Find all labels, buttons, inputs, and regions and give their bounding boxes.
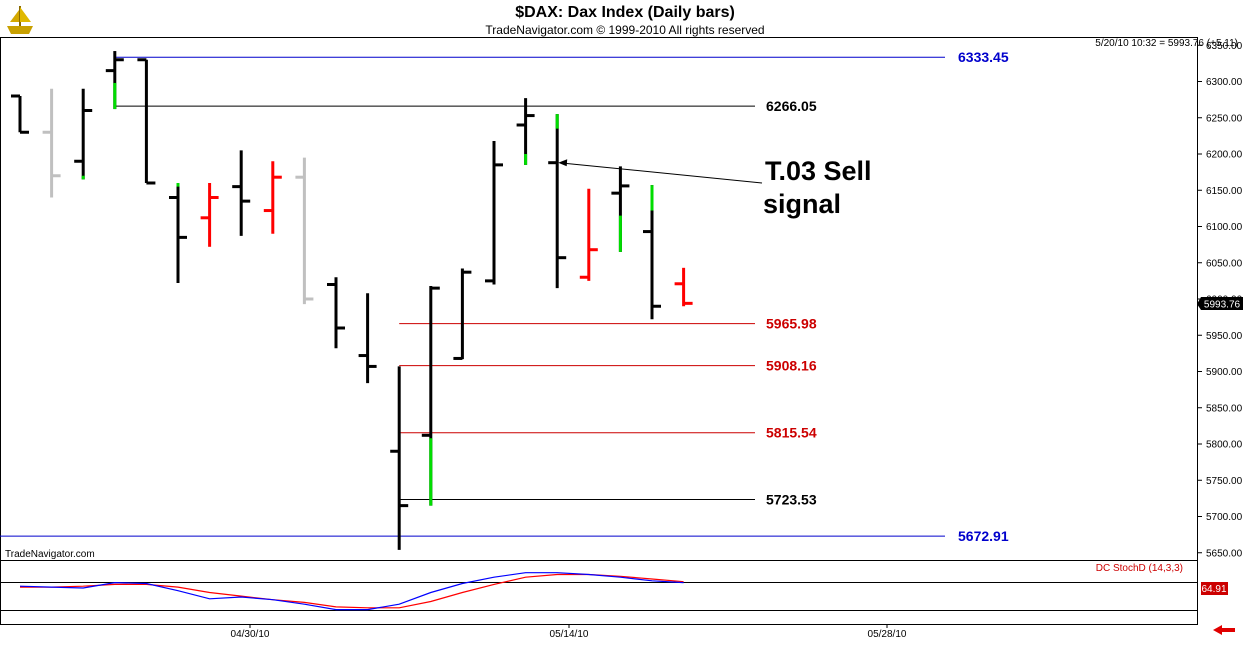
annotation-text-line-2: signal	[763, 189, 841, 219]
watermark-text: TradeNavigator.com	[5, 549, 95, 560]
ohlc-bar	[548, 114, 567, 289]
level-label: 5965.98	[766, 316, 817, 332]
oscillator-value-tag: 64.91	[1201, 582, 1228, 595]
ohlc-bar	[42, 88, 61, 198]
x-axis: 04/30/10 05/14/10 05/28/10	[231, 624, 907, 640]
annotation-arrowhead	[558, 159, 568, 167]
ohlc-bar	[674, 267, 693, 307]
y-tick-label: 5700.00	[1206, 512, 1243, 523]
levels-layer: 6333.45 6266.05 5965.98 5908.16 5815.54 5723.…	[0, 49, 1009, 544]
ohlc-bar	[74, 88, 93, 180]
ohlc-bar	[611, 166, 630, 252]
annotation-arrow-line	[564, 162, 763, 184]
level-label: 5723.53	[766, 491, 817, 507]
ohlc-bar	[643, 185, 661, 320]
sailing-ship-logo-icon	[7, 6, 33, 34]
x-tick-label: 05/28/10	[868, 629, 907, 640]
y-tick-label: 6200.00	[1206, 150, 1243, 161]
left-arrow-icon[interactable]	[1213, 625, 1235, 635]
chart-subtitle: TradeNavigator.com © 1999-2010 All right…	[485, 23, 764, 37]
price-bars-layer	[11, 51, 693, 550]
ohlc-bar	[200, 183, 219, 247]
x-tick-label: 05/14/10	[550, 629, 589, 640]
annotation-text-line-1: T.03 Sell	[765, 156, 872, 186]
level-label: 5672.91	[958, 528, 1009, 544]
stoch-d-line	[20, 573, 684, 609]
last-quote-readout: 5/20/10 10:32 = 5993.76 (+5.11)	[1095, 38, 1238, 49]
annotation-layer: T.03 Sell signal	[558, 156, 872, 219]
ohlc-bar	[358, 293, 377, 384]
oscillator-label: DC StochD (14,3,3)	[1096, 563, 1183, 574]
y-tick-label: 6250.00	[1206, 113, 1243, 124]
ohlc-bar	[579, 188, 598, 281]
y-tick-label: 6300.00	[1206, 77, 1243, 88]
oscillator-value: 64.91	[1201, 584, 1226, 595]
y-tick-label: 5850.00	[1206, 403, 1243, 414]
level-label: 5908.16	[766, 358, 817, 374]
ohlc-bar	[421, 285, 440, 506]
level-label: 6266.05	[766, 98, 817, 114]
ohlc-bar	[137, 58, 156, 185]
y-tick-label: 6350.00	[1206, 41, 1243, 52]
ohlc-bar	[232, 150, 251, 236]
y-tick-label: 5800.00	[1206, 440, 1243, 451]
stochastic-oscillator	[19, 572, 684, 611]
y-tick-label: 6050.00	[1206, 258, 1243, 269]
ohlc-bar	[11, 94, 29, 134]
y-tick-label: 5950.00	[1206, 331, 1243, 342]
stoch-k-line	[19, 572, 684, 611]
ohlc-bar	[485, 140, 503, 285]
ohlc-bar	[295, 157, 314, 305]
y-tick-label: 5650.00	[1206, 548, 1243, 559]
last-price-tag: 5993.76	[1197, 297, 1243, 311]
y-tick-label: 5750.00	[1206, 476, 1243, 487]
chart-title: $DAX: Dax Index (Daily bars)	[515, 4, 735, 21]
y-tick-label: 6100.00	[1206, 222, 1243, 233]
ohlc-bar	[390, 366, 409, 550]
y-tick-label: 5900.00	[1206, 367, 1243, 378]
ohlc-bar	[263, 161, 282, 234]
oscillator-frame	[0, 560, 1198, 625]
x-tick-label: 04/30/10	[231, 629, 270, 640]
ohlc-bar	[169, 183, 187, 284]
level-label: 6333.45	[958, 49, 1009, 65]
level-label: 5815.54	[766, 425, 817, 441]
ohlc-bar	[105, 51, 124, 110]
y-tick-label: 6150.00	[1206, 186, 1243, 197]
last-price-value: 5993.76	[1204, 300, 1241, 311]
ohlc-bar	[516, 98, 535, 165]
ohlc-bar	[453, 268, 472, 360]
ohlc-bar	[327, 277, 345, 349]
main-plot-frame	[0, 37, 1198, 561]
